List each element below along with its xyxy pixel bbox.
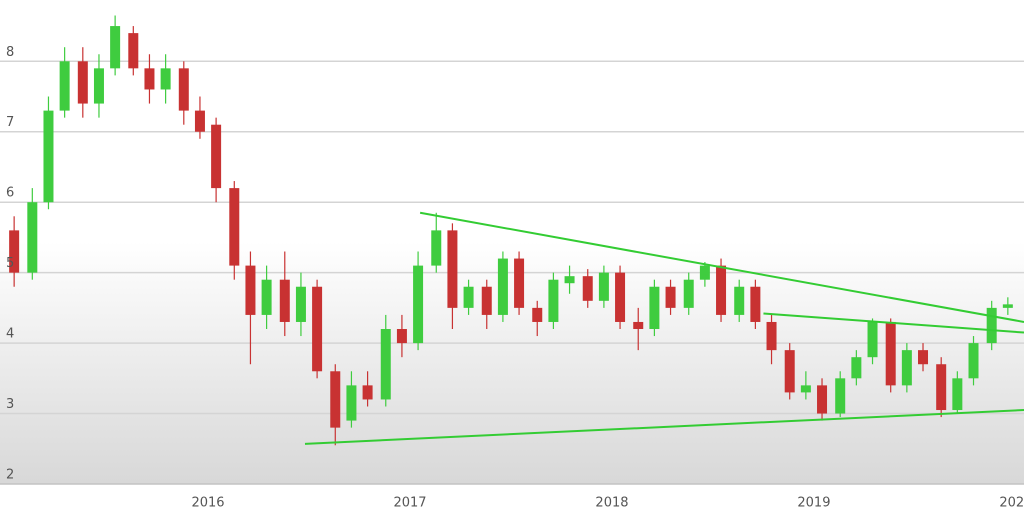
trendline [419,211,1024,323]
y-tick-label: 5 [6,256,14,271]
candle-body [481,286,492,315]
candle-body [128,33,139,69]
candle-body [952,378,963,411]
candle-body [784,350,795,393]
candle-body [330,371,341,428]
x-tick-label: 2016 [191,496,224,511]
candle-body [699,265,710,280]
candle-body [598,272,609,301]
candle-body [194,110,205,132]
candle-body [59,61,70,111]
plot-background [0,0,1024,484]
trendline [304,409,1024,445]
trendline [763,312,1024,334]
candle-body [835,378,846,414]
candle-body [986,307,997,344]
candle-body [211,124,222,189]
x-tick-label: 2019 [797,496,830,511]
candle-body [27,202,38,273]
candle-body [261,279,272,315]
candle-body [497,258,508,315]
candle-body [413,265,424,344]
candle-body [463,286,474,308]
candle-body [918,350,929,365]
candle-body [312,286,323,372]
candle-body [901,350,912,386]
candle-body [851,357,862,379]
x-tick-label: 2018 [595,496,628,511]
candle-body [380,329,391,400]
candle-body [665,286,676,308]
x-tick-label: 2017 [393,496,426,511]
y-tick-label: 2 [6,468,14,483]
candle-body [93,68,104,104]
candle-body [548,279,559,322]
candle-body [734,286,745,315]
candle-body [817,385,828,414]
candle-body [885,321,896,386]
y-tick-label: 6 [6,186,14,201]
candle-body [295,286,306,322]
candle-body [160,68,171,90]
candle-body [178,68,189,111]
candle-body [766,321,777,351]
candle-body [77,61,88,104]
candle-body [750,286,761,322]
y-tick-label: 8 [6,45,14,60]
candle-body [716,265,727,315]
candle-body [867,321,878,358]
candle-body [615,272,626,322]
marks [9,15,1024,446]
candle-body [683,279,694,308]
candle-body [229,188,240,266]
candle-body [1002,304,1013,308]
candle-body [43,110,54,203]
candle-body [245,265,256,315]
candle-body [279,279,290,322]
y-tick-label: 4 [6,327,14,342]
candle-body [968,343,979,379]
candle-body [396,329,407,344]
candle-body [936,364,947,411]
candle-body [649,286,660,330]
candle-body [633,321,644,330]
candle-body [110,26,121,69]
candle-body [532,307,543,322]
candle-body [800,385,811,393]
candle-body [431,230,442,266]
candle-body [447,230,458,308]
candle-body [582,276,593,301]
candle-body [346,385,357,421]
labels: 2 3 4 5 6 7 8 2016 2017 2018 2019 2020 [6,45,1024,511]
candle-body [362,385,373,400]
candle-body [9,230,20,273]
y-tick-label: 7 [6,115,14,130]
x-tick-label: 2020 [999,496,1024,511]
candle-body [514,258,525,308]
candle-body [564,276,575,284]
candle-body [144,68,155,90]
y-tick-label: 3 [6,397,14,412]
